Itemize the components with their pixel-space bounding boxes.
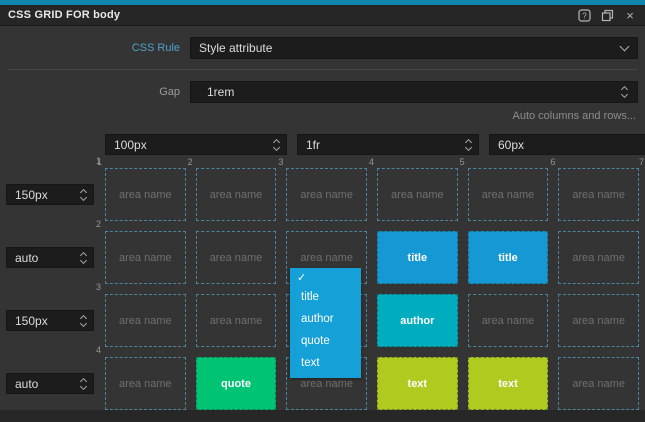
column-line-number: 5	[459, 157, 465, 167]
grid-cell[interactable]: area name	[558, 357, 639, 410]
stepper[interactable]	[76, 251, 90, 264]
row-line-number: 2	[96, 219, 102, 229]
popout-icon[interactable]	[600, 8, 614, 22]
row-size-input[interactable]	[6, 310, 94, 331]
grid-cell[interactable]: text	[467, 357, 549, 410]
column-line-number: 6	[550, 157, 556, 167]
help-icon[interactable]: ?	[577, 8, 591, 22]
column-line-number: 7	[638, 157, 644, 167]
stepper-down-icon	[79, 382, 87, 390]
gap-input[interactable]	[199, 85, 617, 99]
row-size-input[interactable]	[6, 373, 94, 394]
column-size-value[interactable]	[298, 137, 461, 152]
chevron-down-icon	[619, 41, 630, 52]
grid-cell[interactable]: area name	[105, 357, 186, 410]
gap-stepper[interactable]	[617, 85, 631, 99]
svg-text:?: ?	[582, 11, 587, 20]
row-size-value[interactable]	[7, 187, 76, 202]
row-size-value[interactable]	[7, 250, 76, 265]
dropdown-item[interactable]: author	[301, 313, 334, 325]
column-size-inputs	[105, 134, 645, 155]
row-line-number: 1	[96, 156, 102, 166]
row-line-number: 4	[96, 345, 102, 355]
stepper-down-icon	[464, 143, 472, 151]
stepper-down-icon	[620, 90, 628, 99]
stepper[interactable]	[76, 314, 90, 327]
grid-cells: area name area name area name area name …	[105, 168, 639, 410]
column-size-input[interactable]	[489, 134, 645, 155]
gap-label: Gap	[159, 86, 180, 98]
grid-cell[interactable]: quote	[195, 357, 277, 410]
grid-cell[interactable]: title	[376, 231, 458, 284]
area-name-dropdown: ✓ title author quote text	[290, 268, 361, 378]
css-rule-select[interactable]: Style attribute	[190, 37, 638, 59]
grid-cell[interactable]: area name	[195, 168, 277, 221]
row-line-number: 3	[96, 282, 102, 292]
divider	[8, 69, 637, 70]
grid-cell[interactable]: title	[467, 231, 549, 284]
bottom-strip	[0, 410, 645, 422]
window-title: CSS GRID FOR body	[8, 9, 121, 21]
close-icon[interactable]: ×	[626, 7, 634, 23]
check-icon: ✓	[297, 271, 307, 284]
grid-cell[interactable]: author	[376, 294, 458, 347]
stepper[interactable]	[76, 188, 90, 201]
gap-input-box[interactable]	[190, 81, 638, 103]
column-line-number: 4	[368, 157, 374, 167]
column-size-input[interactable]	[105, 134, 287, 155]
grid-cell[interactable]: area name	[195, 294, 277, 347]
grid-cell[interactable]: area name	[105, 294, 186, 347]
accent-strip	[0, 0, 645, 5]
column-size-input[interactable]	[297, 134, 479, 155]
grid-cell[interactable]: area name	[105, 168, 186, 221]
stepper-down-icon	[79, 256, 87, 264]
column-size-value[interactable]	[106, 137, 269, 152]
grid-cell[interactable]: area name	[286, 168, 367, 221]
stepper-down-icon	[272, 143, 280, 151]
row-size-value[interactable]	[7, 376, 76, 391]
stepper[interactable]	[269, 138, 283, 151]
row-size-input[interactable]	[6, 247, 94, 268]
grid-cell[interactable]: text	[376, 357, 458, 410]
grid-cell[interactable]: area name	[558, 294, 639, 347]
auto-columns-rows-link[interactable]: Auto columns and rows...	[512, 110, 636, 122]
grid-cell[interactable]: area name	[558, 231, 639, 284]
stepper[interactable]	[461, 138, 475, 151]
grid-cell[interactable]: area name	[467, 168, 549, 221]
grid-cell[interactable]: area name	[105, 231, 186, 284]
dropdown-item[interactable]: quote	[301, 335, 330, 347]
grid-preview: 1 2 3 4 5 6 7 1 2 3 4 5 area name area n…	[0, 155, 645, 421]
column-line-number: 3	[278, 157, 284, 167]
column-line-numbers: 1 2 3 4 5 6 7	[97, 155, 644, 168]
stepper-down-icon	[79, 193, 87, 201]
grid-cell[interactable]: area name	[467, 294, 549, 347]
column-line-number: 2	[187, 157, 193, 167]
dropdown-item[interactable]: title	[301, 291, 319, 303]
titlebar: CSS GRID FOR body ? ×	[0, 5, 645, 26]
grid-cell[interactable]: area name	[195, 231, 277, 284]
stepper[interactable]	[76, 377, 90, 390]
stepper-down-icon	[79, 319, 87, 327]
row-size-value[interactable]	[7, 313, 76, 328]
row-size-input[interactable]	[6, 184, 94, 205]
dropdown-item[interactable]: text	[301, 357, 320, 369]
column-size-value[interactable]	[490, 137, 645, 152]
dropdown-selected-blank[interactable]: ✓	[290, 268, 361, 286]
gap-row: Gap	[0, 81, 638, 103]
css-rule-value: Style attribute	[199, 41, 273, 55]
column-line-number: 1	[97, 157, 103, 167]
css-rule-label: CSS Rule	[131, 42, 180, 54]
grid-cell[interactable]: area name	[376, 168, 458, 221]
grid-cell[interactable]: area name	[558, 168, 639, 221]
css-rule-row: CSS Rule Style attribute	[0, 37, 638, 59]
